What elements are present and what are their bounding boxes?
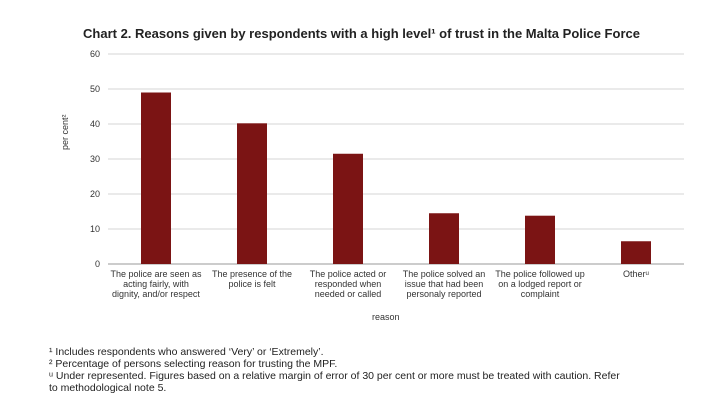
x-category-label: The presence of the police is felt: [212, 269, 292, 289]
footnote-2: ² Percentage of persons selecting reason…: [49, 358, 338, 370]
footnote-1: ¹ Includes respondents who answered ‘Ver…: [49, 346, 324, 358]
bar: [237, 123, 267, 264]
footnote-3: ᵘ Under represented. Figures based on a …: [49, 370, 620, 382]
y-axis-label: per cent²: [60, 114, 70, 150]
x-category-label: The police followed up on a lodged report…: [495, 269, 585, 299]
y-tick-label: 20: [90, 189, 100, 199]
x-category-label: The police acted or responded when needed …: [310, 269, 387, 299]
bar: [141, 92, 171, 264]
bar: [621, 241, 651, 264]
y-tick-label: 50: [90, 84, 100, 94]
chart-title: Chart 2. Reasons given by respondents wi…: [83, 26, 640, 41]
bars: [141, 92, 651, 264]
category-labels: The police are seen as acting fairly, wit…: [110, 269, 649, 299]
bar: [429, 213, 459, 264]
y-tick-label: 40: [90, 119, 100, 129]
y-tick-label: 10: [90, 224, 100, 234]
gridlines: [108, 53, 684, 265]
bar: [525, 215, 555, 264]
x-category-label: The police are seen as acting fairly, wit…: [110, 269, 202, 299]
footnotes: ¹ Includes respondents who answered ‘Ver…: [49, 346, 620, 394]
x-category-label: The police solved an issue that had been p…: [403, 269, 486, 299]
y-tick-label: 30: [90, 154, 100, 164]
y-axis-ticks: 0 10 20 30 40 50 60: [90, 49, 100, 269]
bar: [333, 153, 363, 264]
x-axis-label: reason: [372, 312, 400, 322]
y-tick-label: 60: [90, 49, 100, 59]
x-category-label: Otherᵘ: [623, 269, 649, 279]
footnote-3-continued: to methodological note 5.: [49, 382, 167, 394]
y-tick-label: 0: [95, 259, 100, 269]
